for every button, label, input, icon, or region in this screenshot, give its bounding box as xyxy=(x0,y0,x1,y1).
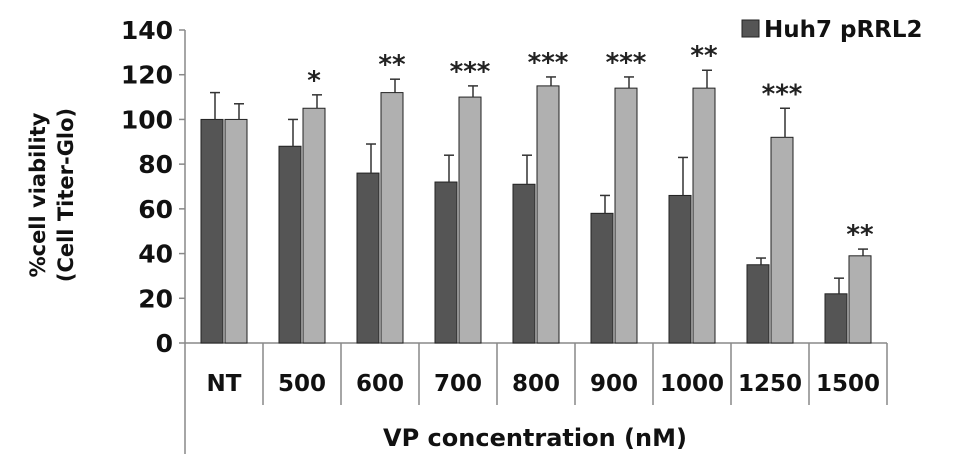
x-category-label: 1250 xyxy=(738,371,802,397)
bar-series-1 xyxy=(278,145,302,344)
x-category-label: 800 xyxy=(512,371,560,397)
significance-marker: * xyxy=(307,66,321,96)
significance-marker: *** xyxy=(450,57,491,87)
bar-series-2 xyxy=(770,136,794,344)
bar-series-1 xyxy=(200,118,224,344)
y-tick-label: 140 xyxy=(121,16,173,45)
bar-series-1 xyxy=(356,172,380,344)
significance-marker: *** xyxy=(606,48,647,78)
bar-series-1 xyxy=(434,181,458,344)
y-tick-label: 20 xyxy=(138,284,173,313)
bar-series-2 xyxy=(692,87,716,344)
bar-series-1 xyxy=(512,183,536,344)
bar-series-1 xyxy=(746,264,770,344)
bar-series-1 xyxy=(590,212,614,344)
significance-marker: ** xyxy=(846,220,874,250)
y-axis: 0 20 40 60 80 100 120 140 xyxy=(121,16,186,358)
y-tick-label: 0 xyxy=(156,329,173,358)
x-category-label: 700 xyxy=(434,371,482,397)
legend-swatch-series-1 xyxy=(741,19,760,38)
x-category-label: NT xyxy=(207,371,242,397)
bar-series-2 xyxy=(848,255,872,344)
x-category-label: 900 xyxy=(590,371,638,397)
legend-label-series-1: Huh7 pRRL2 xyxy=(764,17,923,43)
significance-marker: ** xyxy=(378,50,406,80)
x-category-label: 600 xyxy=(356,371,404,397)
y-tick-label: 60 xyxy=(138,195,173,224)
x-axis-title: VP concentration (nM) xyxy=(383,424,687,452)
significance-marker: *** xyxy=(528,48,569,78)
bar-series-2 xyxy=(380,92,404,344)
x-axis: NT 500 600 700 800 900 1000 1250 1500 xyxy=(184,342,888,454)
legend: Huh7 pRRL2 xyxy=(741,17,923,43)
x-category-label: 500 xyxy=(278,371,326,397)
y-axis-title-line2: (Cell Titer-Glo) xyxy=(54,108,78,282)
bar-series-1 xyxy=(668,194,692,344)
significance-marker: ** xyxy=(690,41,718,71)
y-tick-label: 100 xyxy=(121,105,173,134)
significance-marker: *** xyxy=(762,79,803,109)
y-axis-title-line1: %cell viability xyxy=(26,112,50,277)
x-category-label: 1000 xyxy=(660,371,724,397)
bar-series-1 xyxy=(824,293,848,344)
bar-series-2 xyxy=(536,85,560,344)
y-tick-label: 40 xyxy=(138,240,173,269)
bars: *** *** *** *** ******* xyxy=(200,41,874,344)
bar-series-2 xyxy=(224,118,248,344)
bar-series-2 xyxy=(458,96,482,344)
y-tick-label: 120 xyxy=(121,61,173,90)
x-category-label: 1500 xyxy=(816,371,880,397)
bar-series-2 xyxy=(302,107,326,344)
y-tick-label: 80 xyxy=(138,150,173,179)
bar-series-2 xyxy=(614,87,638,344)
